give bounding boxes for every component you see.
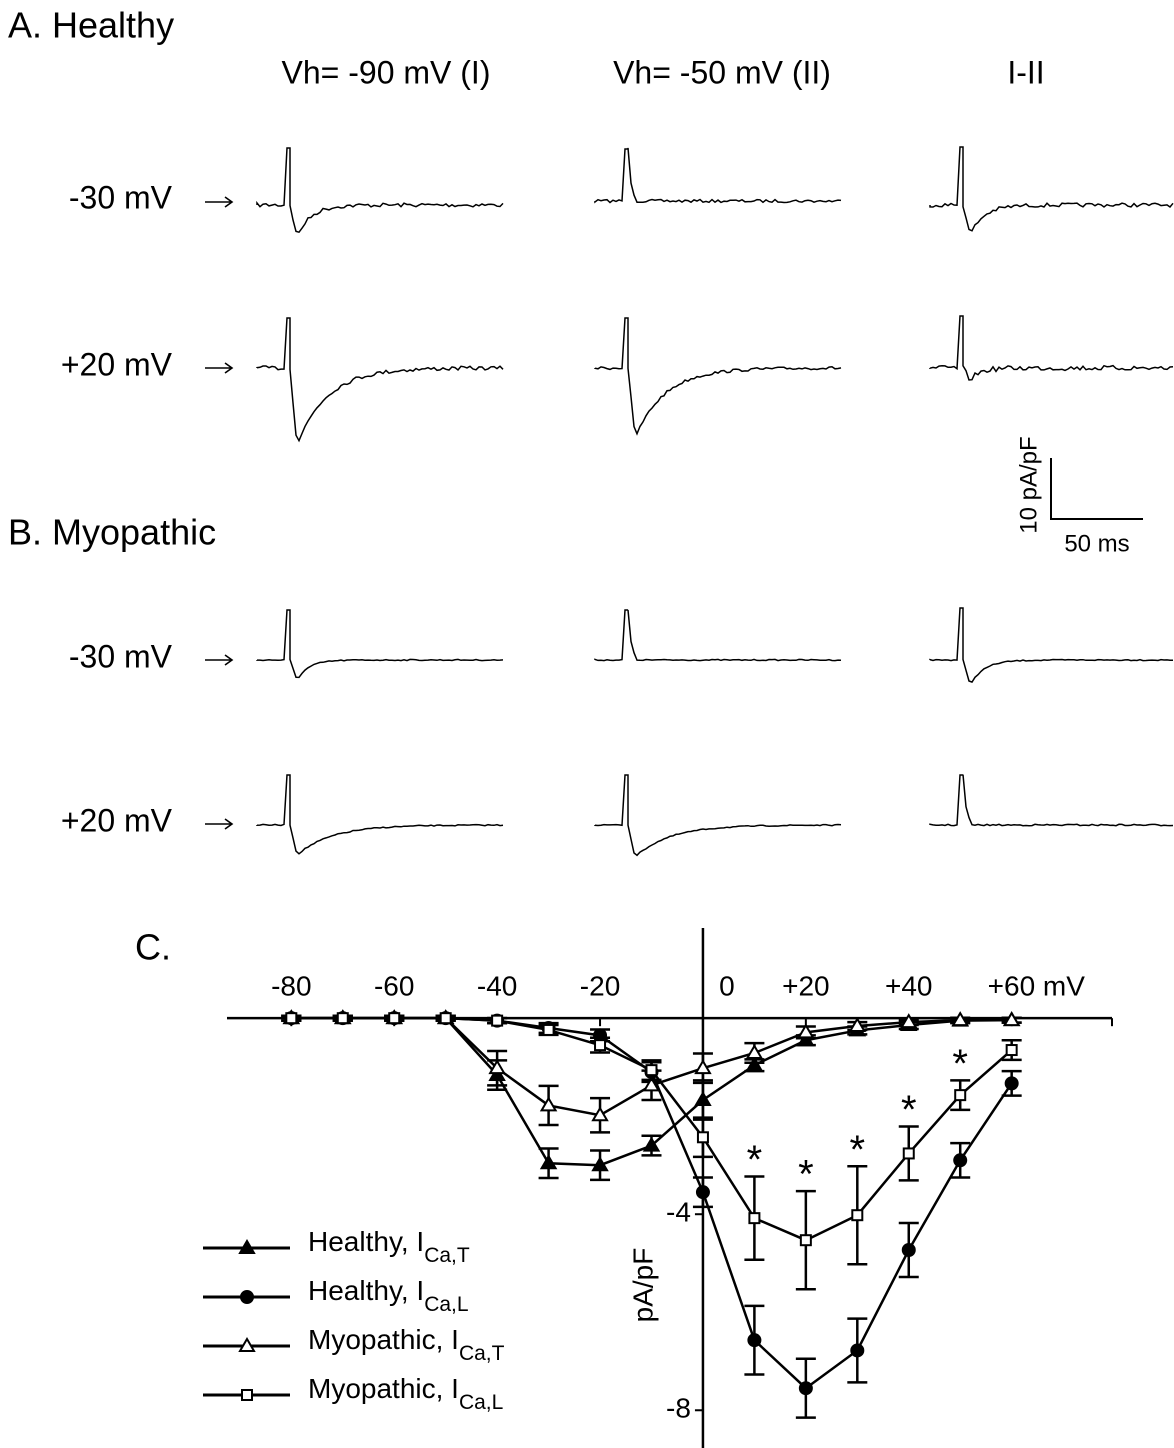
marker [695,1185,710,1200]
current-trace [929,146,1174,232]
marker [488,1059,506,1075]
significance-star: * [747,1138,763,1182]
marker [642,1136,661,1152]
panel-title: A. Healthy [8,5,174,46]
marker [542,1023,555,1036]
marker [748,1212,761,1225]
column-header: Vh= -50 mV (II) [613,54,831,90]
y-axis-label: pA/pF [627,1248,658,1323]
legend-subscript: Ca,L [424,1293,468,1316]
legend-marker [238,1239,256,1254]
marker [645,1064,658,1077]
legend-name: Healthy, I [308,1226,424,1257]
significance-star: * [798,1153,814,1197]
marker [491,1014,504,1027]
legend-name: Healthy, I [308,1275,424,1306]
arrows [205,196,234,830]
x-tick-label: +40 [885,971,933,1002]
significance-star: * [901,1088,917,1132]
current-trace [594,147,842,204]
marker [591,1106,609,1122]
legend-label: Myopathic, ICa,T [308,1324,505,1364]
marker [539,1096,558,1112]
marker [951,1011,969,1027]
column-header: I-II [1007,54,1044,90]
traces [256,146,1174,857]
marker [900,1013,918,1029]
marker [902,1147,915,1160]
marker [851,1209,864,1222]
current-trace [256,147,504,234]
marker [336,1012,349,1025]
legend-marker [238,1337,256,1352]
panel-title: B. Myopathic [8,512,216,553]
current-trace [256,774,504,855]
marker [797,1023,815,1039]
legend-label: Myopathic, ICa,L [308,1373,503,1413]
scale-bar [1050,458,1143,520]
significance-star: * [850,1128,866,1172]
scale-label: 50 ms [1064,530,1129,557]
marker [539,1154,558,1170]
legend-subscript: Ca,L [459,1391,503,1414]
panel-title: C. [135,927,171,968]
legend-label: Healthy, ICa,L [308,1275,469,1315]
significance-star: * [952,1042,968,1086]
marker [285,1012,298,1025]
marker [901,1242,916,1257]
legend-subscript: Ca,T [424,1244,470,1267]
marker [696,1131,709,1144]
legend-name: Myopathic, I [308,1373,459,1404]
marker [745,1056,764,1072]
marker [954,1089,967,1102]
row-label: -30 mV [69,638,173,674]
marker [1005,1044,1018,1057]
current-trace [594,317,842,436]
legend-label: Healthy, ICa,T [308,1226,470,1266]
x-tick-label: 0 [719,971,735,1002]
scale-label: 10 pA/pF [1015,436,1042,533]
marker [591,1156,609,1172]
current-trace [594,774,842,857]
marker [745,1043,764,1059]
marker [850,1343,865,1358]
marker [694,1091,712,1107]
marker [694,1059,712,1075]
legend-subscript: Ca,T [459,1342,505,1365]
x-tick-label: +60 mV [988,971,1086,1002]
row-label: +20 mV [61,346,173,382]
legend-marker [240,1290,254,1304]
x-tick-label: -60 [374,971,414,1002]
marker [1004,1076,1019,1091]
legend-marker [241,1389,253,1401]
current-trace [929,774,1174,827]
y-tick-label: -8 [666,1393,691,1424]
x-tick-label: -40 [477,971,517,1002]
marker [953,1153,968,1168]
current-trace [256,317,504,443]
x-tick-label: -80 [271,971,311,1002]
row-label: -30 mV [69,179,173,215]
row-label: +20 mV [61,802,173,838]
current-trace [929,607,1173,684]
marker [388,1012,401,1025]
current-trace [256,609,504,679]
marker [798,1381,813,1396]
x-tick-label: +20 [782,971,830,1002]
marker [848,1017,867,1033]
current-trace [929,315,1174,381]
legend-name: Myopathic, I [308,1324,459,1355]
marker [1002,1011,1021,1027]
x-tick-label: -20 [580,971,620,1002]
marker [439,1012,452,1025]
column-header: Vh= -90 mV (I) [282,54,491,90]
marker [799,1234,812,1247]
marker [594,1039,607,1052]
current-trace [594,609,842,662]
series [281,1012,1022,1291]
marker [642,1076,661,1092]
y-tick-label: -4 [666,1197,691,1228]
marker [747,1333,762,1348]
